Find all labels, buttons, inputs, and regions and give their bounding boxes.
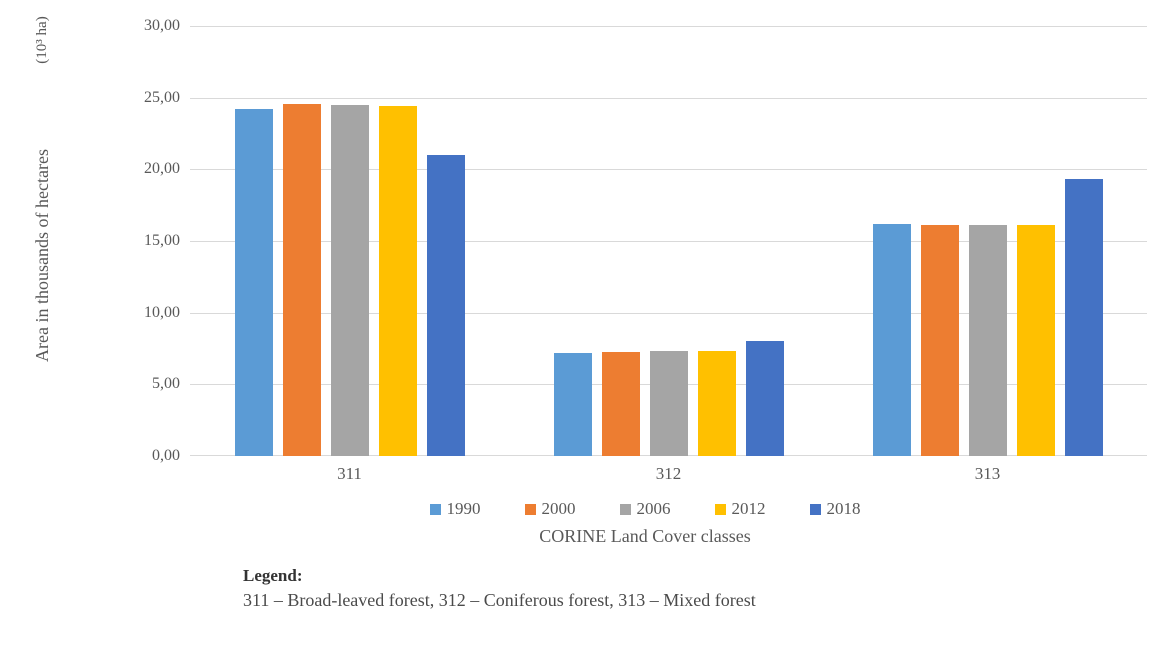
legend-swatch-icon xyxy=(619,503,631,515)
bar-312-2006 xyxy=(649,351,688,456)
bar-313-2012 xyxy=(1016,225,1055,456)
legend-item-2006: 2006 xyxy=(619,499,671,519)
legend-swatch-icon xyxy=(714,503,726,515)
legend-item-2018: 2018 xyxy=(809,499,861,519)
bars-row xyxy=(190,26,1147,456)
legend-item-2012: 2012 xyxy=(714,499,766,519)
legend-label: 2012 xyxy=(731,499,766,518)
bar-313-2018 xyxy=(1064,179,1103,456)
footnote-heading: Legend: xyxy=(243,566,303,585)
footnote: Legend: 311 – Broad-leaved forest, 312 –… xyxy=(243,566,1043,611)
gridline-25,00 xyxy=(190,98,1147,99)
legend-label: 1990 xyxy=(446,499,481,518)
x-category-label-313: 313 xyxy=(974,464,1001,483)
bar-group-312 xyxy=(509,26,828,456)
bar-312-2018 xyxy=(745,341,784,456)
bar-313-1990 xyxy=(872,224,911,456)
y-tick-label-15,00: 15,00 xyxy=(144,232,180,249)
bar-311-2006 xyxy=(330,105,369,456)
bar-313-2000 xyxy=(920,225,959,456)
legend-swatch-icon xyxy=(429,503,441,515)
bar-311-1990 xyxy=(234,109,273,456)
x-category-label-312: 312 xyxy=(655,464,682,483)
gridline-30,00 xyxy=(190,26,1147,27)
gridline-15,00 xyxy=(190,241,1147,242)
legend-swatch-icon xyxy=(524,503,536,515)
y-tick-label-5,00: 5,00 xyxy=(152,375,180,393)
x-axis-title: CORINE Land Cover classes xyxy=(539,526,751,546)
legend-label: 2006 xyxy=(636,499,671,518)
y-axis-title: Area in thousands of hectares xyxy=(28,100,56,410)
bar-312-1990 xyxy=(553,353,592,456)
footnote-text: 311 – Broad-leaved forest, 312 – Conifer… xyxy=(243,590,756,610)
bar-group-311 xyxy=(190,26,509,456)
legend-label: 2000 xyxy=(541,499,576,518)
legend-item-1990: 1990 xyxy=(429,499,481,519)
x-category-label-311: 311 xyxy=(337,464,362,483)
bar-311-2000 xyxy=(282,104,321,456)
bar-311-2018 xyxy=(426,155,465,456)
y-tick-label-10,00: 10,00 xyxy=(144,303,180,321)
bar-group-313 xyxy=(828,26,1147,456)
y-tick-label-0,00: 0,00 xyxy=(152,447,180,464)
y-axis-unit-label: (10³ ha) xyxy=(33,16,50,64)
legend-swatch-icon xyxy=(809,503,821,515)
legend-label: 2018 xyxy=(826,499,861,518)
bar-313-2006 xyxy=(968,225,1007,456)
bar-312-2000 xyxy=(601,352,640,456)
y-tick-label-30,00: 30,00 xyxy=(144,17,180,34)
y-tick-label-20,00: 20,00 xyxy=(144,160,180,178)
y-tick-label-25,00: 25,00 xyxy=(144,88,180,106)
x-axis-category-labels: 311 312 313 xyxy=(190,464,1147,484)
chart-legend: 1990 2000 2006 2012 2018 xyxy=(190,499,1100,519)
gridline-20,00 xyxy=(190,169,1147,170)
bar-312-2012 xyxy=(697,351,736,456)
plot-area xyxy=(190,26,1147,456)
y-axis-title-text: Area in thousands of hectares xyxy=(31,148,52,362)
gridline-10,00 xyxy=(190,313,1147,314)
legend-item-2000: 2000 xyxy=(524,499,576,519)
bar-311-2012 xyxy=(378,106,417,456)
